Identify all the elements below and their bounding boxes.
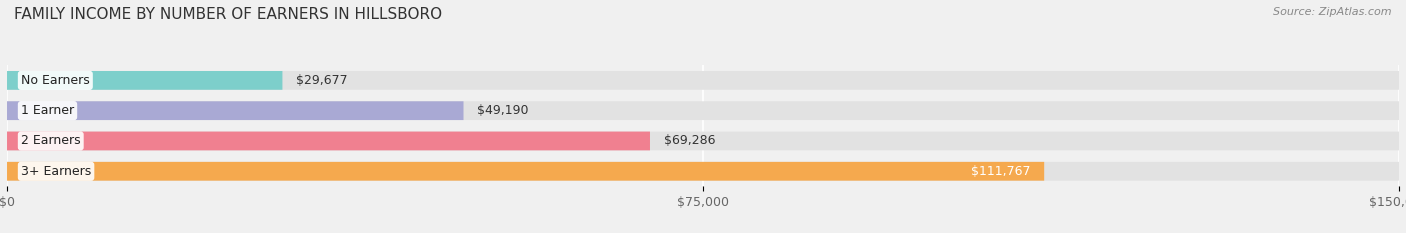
- FancyBboxPatch shape: [7, 162, 1045, 181]
- Text: 2 Earners: 2 Earners: [21, 134, 80, 147]
- Text: $29,677: $29,677: [297, 74, 347, 87]
- Text: $69,286: $69,286: [664, 134, 716, 147]
- FancyBboxPatch shape: [7, 101, 1399, 120]
- Text: $49,190: $49,190: [478, 104, 529, 117]
- Text: $111,767: $111,767: [970, 165, 1031, 178]
- FancyBboxPatch shape: [7, 132, 650, 150]
- Text: 3+ Earners: 3+ Earners: [21, 165, 91, 178]
- FancyBboxPatch shape: [7, 71, 1399, 90]
- FancyBboxPatch shape: [7, 132, 1399, 150]
- Text: FAMILY INCOME BY NUMBER OF EARNERS IN HILLSBORO: FAMILY INCOME BY NUMBER OF EARNERS IN HI…: [14, 7, 441, 22]
- Text: No Earners: No Earners: [21, 74, 90, 87]
- Text: Source: ZipAtlas.com: Source: ZipAtlas.com: [1274, 7, 1392, 17]
- FancyBboxPatch shape: [7, 71, 283, 90]
- FancyBboxPatch shape: [7, 162, 1399, 181]
- Text: 1 Earner: 1 Earner: [21, 104, 75, 117]
- FancyBboxPatch shape: [7, 101, 464, 120]
